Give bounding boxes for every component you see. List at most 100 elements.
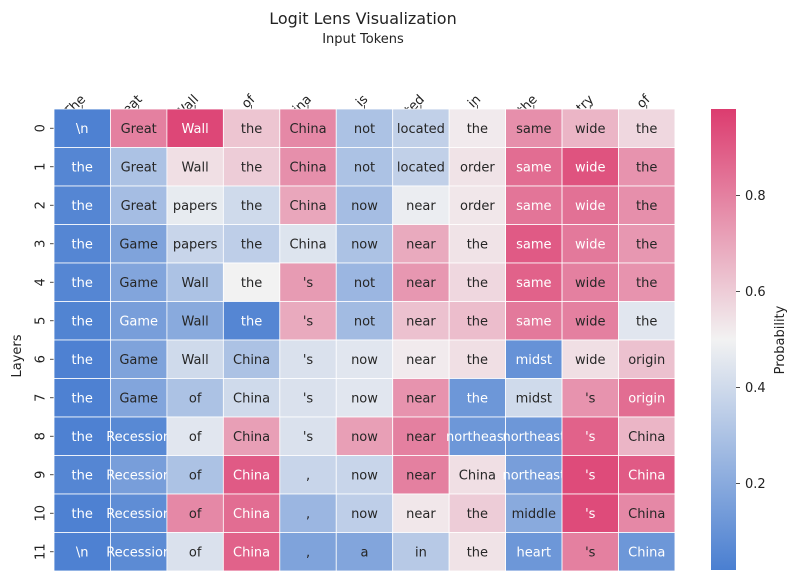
heatmap-cell: [335, 301, 394, 341]
cell-token-label: now: [351, 353, 378, 368]
heatmap-cell: [53, 108, 111, 148]
heatmap-cell: [110, 301, 168, 341]
y-tick-label: 1: [34, 163, 49, 171]
heatmap-cell: [448, 262, 506, 302]
cell-token-label: the: [72, 276, 93, 291]
cell-token-label: Recession: [106, 468, 171, 483]
heatmap-cell: [222, 378, 281, 418]
heatmap-cell: [618, 532, 676, 572]
cell-token-label: China: [233, 353, 270, 368]
heatmap-cell: [53, 493, 111, 533]
cell-token-label: the: [72, 353, 93, 368]
heatmap-cell: [222, 532, 281, 572]
cell-token-label: Game: [119, 314, 158, 329]
heatmap-cell: [110, 147, 168, 187]
cell-token-label: now: [351, 237, 378, 252]
heatmap-cell: [53, 339, 111, 379]
cell-token-label: of: [189, 545, 202, 560]
heatmap-cell: [166, 108, 224, 148]
heatmap-cell: [561, 301, 619, 341]
cell-token-label: Game: [119, 237, 158, 252]
cell-token-label: ,: [306, 545, 310, 560]
heatmap-cell: [335, 493, 394, 533]
heatmap-cell: [222, 108, 281, 148]
heatmap-cell: [505, 416, 563, 456]
cell-token-label: of: [189, 507, 202, 522]
heatmap-cell: [166, 532, 224, 572]
cell-token-label: the: [241, 199, 262, 214]
cell-token-label: wide: [575, 276, 606, 291]
heatmap-cell: [53, 455, 111, 495]
cell-token-label: China: [628, 430, 665, 445]
heatmap-cell: [448, 108, 506, 148]
cell-token-label: China: [233, 430, 270, 445]
y-tick-label: 2: [34, 201, 49, 209]
cell-token-label: 's: [303, 353, 314, 368]
y-tick-label: 11: [34, 543, 49, 560]
cell-token-label: the: [636, 237, 657, 252]
heatmap-cell: [618, 455, 676, 495]
cell-token-label: not: [354, 160, 375, 175]
cell-token-label: the: [241, 122, 262, 137]
y-tick-label: 0: [34, 124, 49, 132]
heatmap-cell: [53, 262, 111, 302]
cell-token-label: midst: [516, 391, 552, 406]
cell-token-label: the: [636, 314, 657, 329]
cell-token-label: Recession: [106, 545, 171, 560]
heatmap-cell: [222, 224, 281, 264]
cell-token-label: China: [233, 468, 270, 483]
heatmap-cell: [279, 455, 337, 495]
heatmap-cell: [335, 108, 394, 148]
cell-token-label: the: [241, 314, 262, 329]
cell-token-label: 's: [303, 391, 314, 406]
heatmap-cell: [448, 416, 506, 456]
heatmap-cell: [392, 224, 450, 264]
cell-token-label: near: [406, 507, 436, 522]
heatmap-cell: [335, 455, 394, 495]
cell-token-label: the: [241, 237, 262, 252]
heatmap-cell: [335, 185, 394, 225]
cell-token-label: China: [628, 507, 665, 522]
cell-token-label: Game: [119, 391, 158, 406]
cell-token-label: Wall: [182, 353, 209, 368]
cell-token-label: near: [406, 391, 436, 406]
heatmap-cells: \n Great Wall the China not located the same wide…: [53, 108, 676, 572]
cell-token-label: Wall: [182, 314, 209, 329]
cell-token-label: order: [460, 160, 495, 175]
cell-token-label: not: [354, 314, 375, 329]
heatmap-cell: [279, 416, 337, 456]
cell-token-label: the: [636, 160, 657, 175]
cell-token-label: middle: [512, 507, 556, 522]
cell-token-label: near: [406, 468, 436, 483]
cell-token-label: heart: [517, 545, 552, 560]
cell-token-label: the: [467, 507, 488, 522]
heatmap-cell: [166, 339, 224, 379]
cell-token-label: the: [72, 507, 93, 522]
cell-token-label: Great: [121, 122, 157, 137]
cell-token-label: Great: [121, 160, 157, 175]
cell-token-label: near: [406, 314, 436, 329]
heatmap-cell: [618, 224, 676, 264]
cell-token-label: China: [628, 468, 665, 483]
cell-token-label: the: [72, 468, 93, 483]
cell-token-label: the: [636, 276, 657, 291]
heatmap-cell: [505, 147, 563, 187]
heatmap-cell: [618, 185, 676, 225]
cell-token-label: Wall: [182, 160, 209, 175]
cell-token-label: same: [516, 122, 551, 137]
cell-token-label: the: [467, 122, 488, 137]
cell-token-label: 's: [303, 430, 314, 445]
heatmap-cell: [618, 378, 676, 418]
cell-token-label: Game: [119, 276, 158, 291]
cell-token-label: China: [289, 237, 326, 252]
heatmap-cell: [448, 378, 506, 418]
heatmap-cell: [110, 339, 168, 379]
y-tick-label: 3: [34, 240, 49, 248]
cell-token-label: now: [351, 430, 378, 445]
cell-token-label: in: [415, 545, 427, 560]
cell-token-label: the: [636, 199, 657, 214]
cell-token-label: wide: [575, 199, 606, 214]
heatmap-cell: [561, 532, 619, 572]
heatmap-cell: [561, 108, 619, 148]
heatmap-cell: [335, 378, 394, 418]
